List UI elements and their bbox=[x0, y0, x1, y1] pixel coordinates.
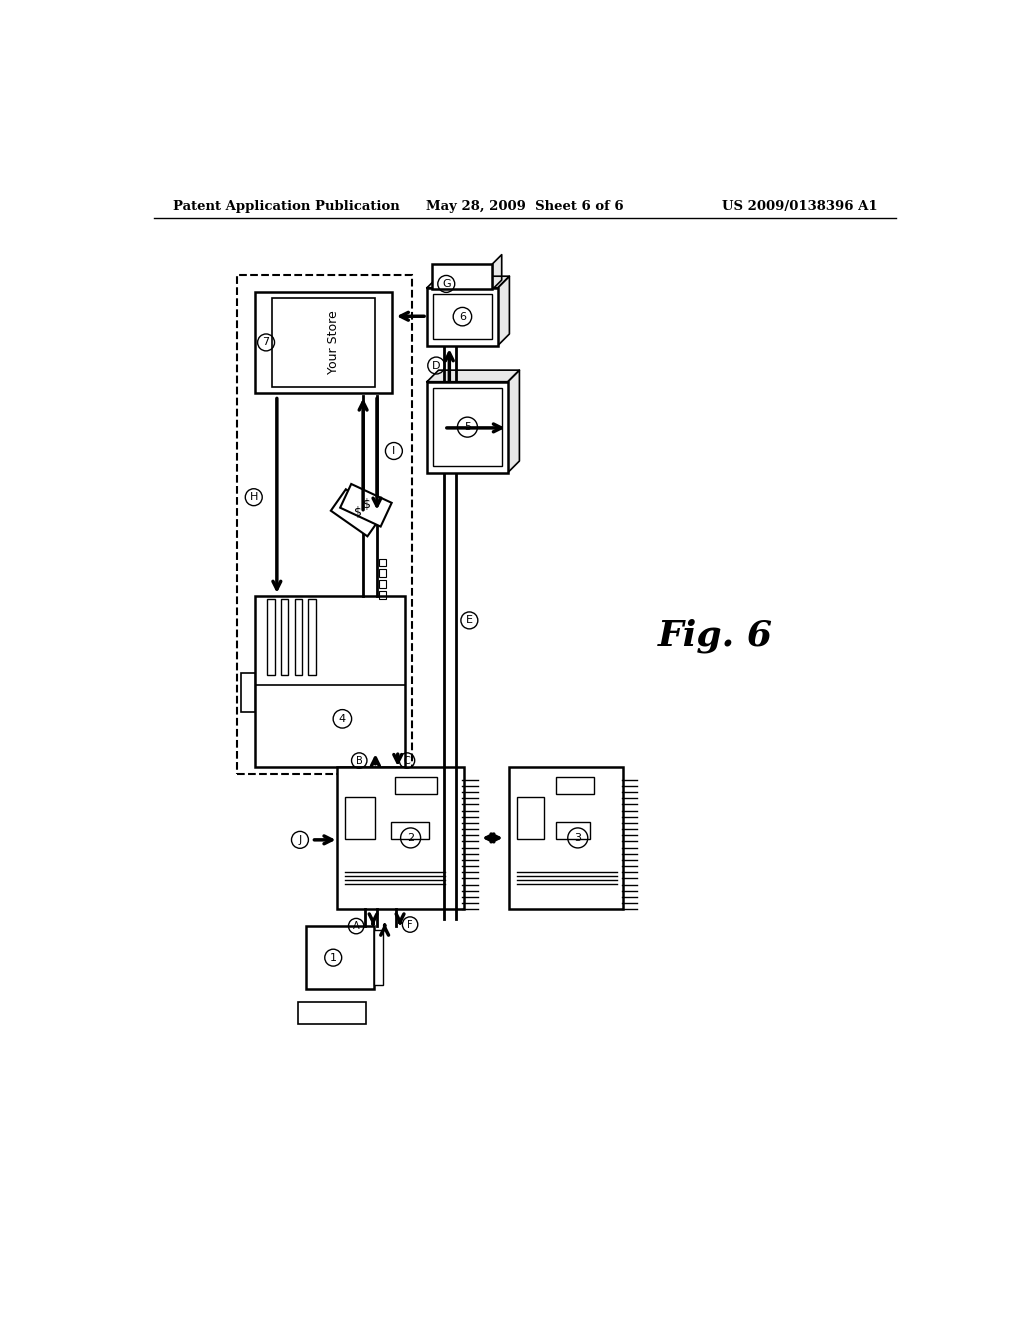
Bar bbox=[556, 822, 590, 840]
Bar bbox=[281, 599, 289, 675]
Bar bbox=[427, 381, 508, 473]
Text: Patent Application Publication: Patent Application Publication bbox=[173, 199, 399, 213]
Bar bbox=[379, 569, 386, 577]
Polygon shape bbox=[427, 370, 519, 381]
Bar bbox=[374, 929, 383, 985]
Bar bbox=[340, 484, 392, 527]
Polygon shape bbox=[508, 370, 519, 473]
Bar bbox=[427, 288, 498, 346]
Text: 4: 4 bbox=[339, 714, 346, 723]
Text: US 2009/0138396 A1: US 2009/0138396 A1 bbox=[722, 199, 878, 213]
Bar bbox=[433, 388, 502, 466]
Text: May 28, 2009  Sheet 6 of 6: May 28, 2009 Sheet 6 of 6 bbox=[426, 199, 624, 213]
Bar bbox=[379, 591, 386, 599]
Text: 6: 6 bbox=[459, 312, 466, 322]
Text: A: A bbox=[353, 921, 359, 931]
Bar bbox=[272, 298, 376, 387]
Text: 7: 7 bbox=[262, 338, 269, 347]
Bar bbox=[337, 767, 464, 909]
Bar bbox=[331, 490, 382, 536]
Bar bbox=[394, 776, 437, 793]
Polygon shape bbox=[498, 276, 509, 346]
Bar bbox=[237, 276, 413, 775]
Text: G: G bbox=[442, 279, 451, 289]
Bar bbox=[298, 1002, 367, 1024]
Bar bbox=[433, 294, 492, 339]
Bar bbox=[509, 767, 624, 909]
Bar bbox=[391, 822, 429, 840]
Text: D: D bbox=[432, 360, 440, 371]
Text: I: I bbox=[392, 446, 395, 455]
Bar bbox=[306, 927, 374, 989]
Bar bbox=[345, 797, 376, 840]
Text: 3: 3 bbox=[574, 833, 582, 843]
Bar bbox=[517, 797, 544, 840]
Bar bbox=[267, 599, 274, 675]
Text: $: $ bbox=[362, 499, 371, 511]
Bar bbox=[379, 581, 386, 587]
Text: F: F bbox=[408, 920, 413, 929]
Text: Fig. 6: Fig. 6 bbox=[658, 619, 773, 653]
Bar bbox=[295, 599, 302, 675]
Bar bbox=[556, 776, 594, 793]
Bar bbox=[255, 292, 392, 393]
Text: B: B bbox=[356, 755, 362, 766]
Text: E: E bbox=[466, 615, 473, 626]
Text: 1: 1 bbox=[330, 953, 337, 962]
Bar bbox=[255, 595, 406, 767]
Text: $: $ bbox=[353, 506, 361, 519]
Text: H: H bbox=[250, 492, 258, 502]
Bar bbox=[432, 264, 493, 289]
Bar bbox=[379, 558, 386, 566]
Text: 2: 2 bbox=[408, 833, 414, 843]
Polygon shape bbox=[493, 255, 502, 289]
Bar bbox=[242, 673, 255, 711]
Text: C: C bbox=[403, 755, 411, 766]
Bar bbox=[308, 599, 316, 675]
Polygon shape bbox=[427, 276, 509, 288]
Text: J: J bbox=[298, 834, 302, 845]
Text: Your Store: Your Store bbox=[327, 310, 340, 375]
Text: 5: 5 bbox=[464, 422, 471, 432]
